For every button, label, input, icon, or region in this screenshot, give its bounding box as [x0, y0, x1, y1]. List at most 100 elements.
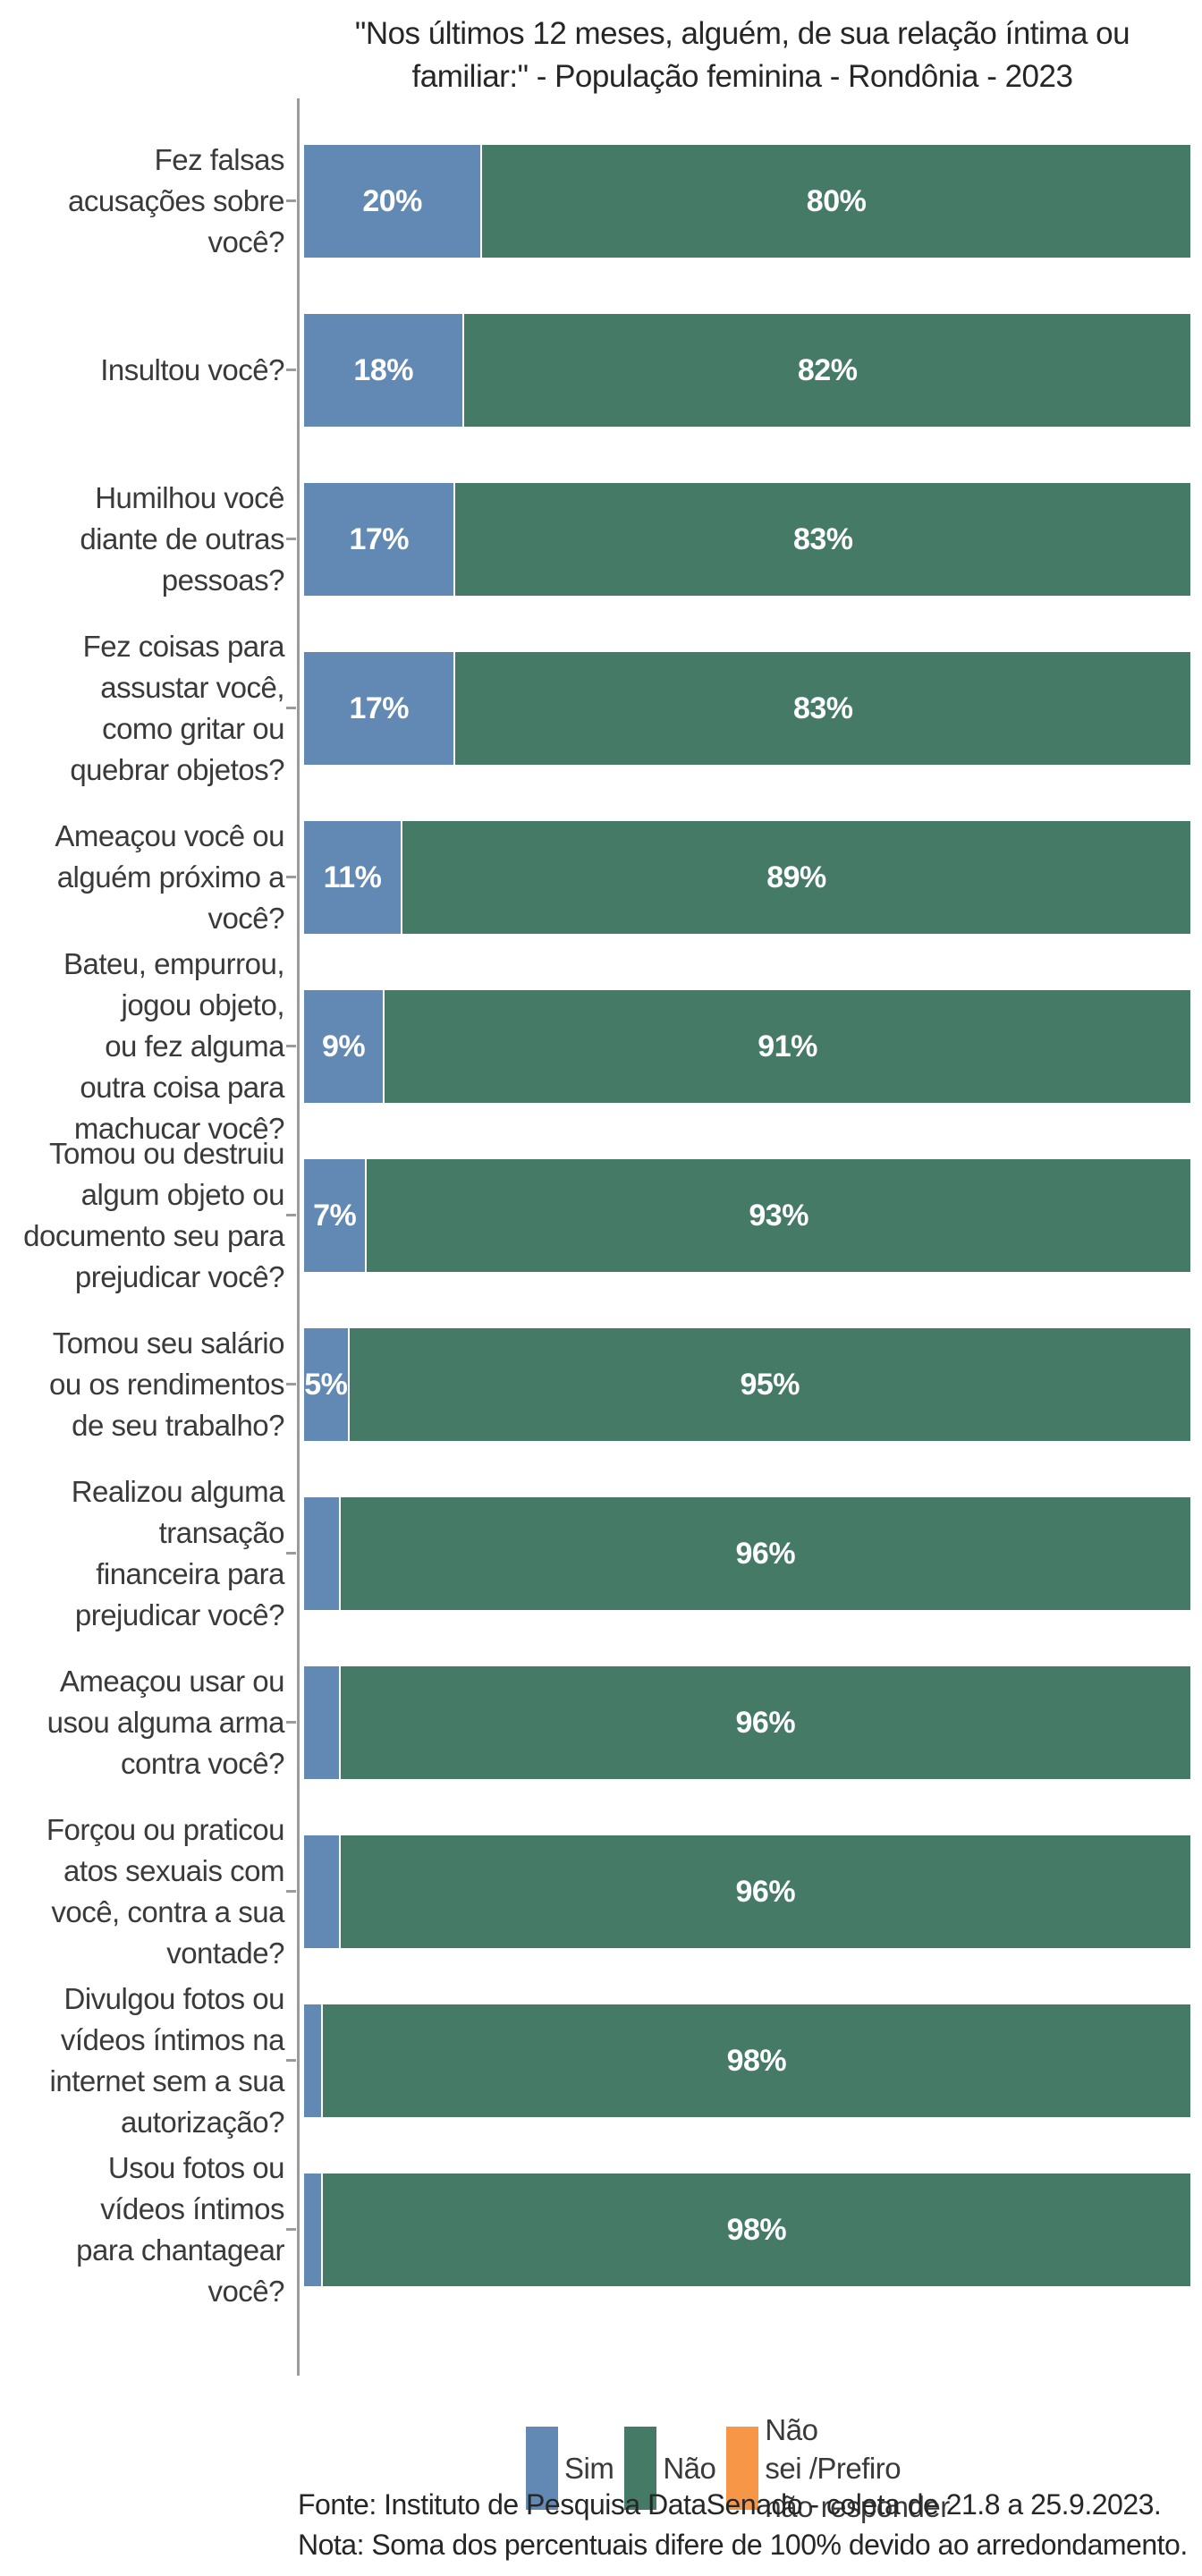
value-label-sim: 9% [322, 1029, 366, 1063]
bar-track: 96% [304, 1666, 1190, 1779]
category-label-line: Realizou alguma [71, 1475, 285, 1508]
footer: Fonte: Instituto de Pesquisa DataSenado … [298, 2485, 1188, 2565]
chart-row: Ameaçou usar ou usou alguma arma contra vo… [0, 1665, 1202, 1780]
category-label-line: você, contra a sua [51, 1895, 284, 1928]
category-label-line: você? [207, 902, 284, 935]
chart-title: "Nos últimos 12 meses, alguém, de sua re… [283, 13, 1202, 98]
chart-row: Fez falsas acusações sobre você? 20% 80% [0, 143, 1202, 258]
chart-row: Fez coisas para assustar você, como gritar… [0, 630, 1202, 786]
bar-segment-nao: 96% [340, 1497, 1190, 1610]
category-label-line: ou fez alguma [105, 1030, 284, 1063]
bar-segment-nao: 83% [455, 483, 1190, 596]
category-label-line: prejudicar você? [74, 1260, 285, 1293]
value-label-nao: 83% [792, 691, 853, 725]
category-tick [286, 369, 296, 371]
category-label: Divulgou fotos ou vídeos íntimos na intern… [0, 1979, 285, 2143]
category-label-line: você? [207, 225, 284, 258]
value-label-nao: 98% [726, 2212, 787, 2247]
category-tick [286, 1045, 296, 1047]
bar-track: 96% [304, 1497, 1190, 1610]
category-label-line: Ameaçou usar ou [59, 1665, 285, 1698]
category-label-line: assustar você, [100, 671, 284, 704]
bar-track: 96% [304, 1835, 1190, 1948]
bar-segment-nao: 91% [385, 990, 1190, 1103]
legend-label-line: Sim [564, 2452, 614, 2485]
legend-label: Sim [564, 2449, 614, 2487]
category-label-line: quebrar objetos? [70, 753, 284, 786]
category-tick [286, 1890, 296, 1893]
category-label-line: Bateu, empurrou, [63, 947, 284, 980]
value-label-nao: 89% [766, 860, 826, 894]
chart-row: Forçou ou praticou atos sexuais com você, … [0, 1813, 1202, 1970]
bar-track: 98% [304, 2174, 1190, 2286]
category-tick [286, 2228, 296, 2231]
category-label: Insultou você? [0, 350, 284, 391]
value-label-sim: 5% [304, 1367, 348, 1402]
category-label-line: Fez falsas [154, 143, 285, 176]
value-label-nao: 82% [797, 352, 858, 387]
category-label-line: Ameaçou você ou [55, 819, 284, 852]
bar-track: 18% 82% [304, 314, 1190, 427]
value-label-nao: 93% [749, 1198, 808, 1233]
category-label: Forçou ou praticou atos sexuais com você, … [0, 1809, 285, 1974]
category-label: Tomou ou destruiu algum objeto ou document… [0, 1133, 284, 1298]
legend-label-line: Não [765, 2413, 818, 2446]
category-tick [286, 1383, 296, 1385]
category-tick [286, 199, 296, 202]
category-label: Ameaçou usar ou usou alguma arma contra vo… [0, 1661, 285, 1784]
category-label-line: para chantagear [76, 2233, 284, 2267]
chart-title-line1: "Nos últimos 12 meses, alguém, de sua re… [354, 16, 1130, 51]
category-label-line: Tomou ou destruiu [49, 1137, 285, 1170]
category-tick [286, 538, 296, 540]
bar-segment-sim: 17% [304, 652, 454, 765]
category-label-line: alguém próximo a [56, 860, 285, 894]
bar-segment-nao: 95% [349, 1328, 1190, 1441]
legend-label-line: Não [663, 2452, 716, 2485]
bar-segment-sim [304, 2004, 321, 2117]
bar-segment-sim: 5% [304, 1328, 348, 1441]
legend-label-line: não responder [765, 2490, 950, 2523]
y-axis-line [297, 98, 300, 2376]
category-label: Usou fotos ou vídeos íntimos para chantage… [0, 2148, 284, 2312]
legend: Sim Não Não sei /Prefiro não responder [526, 2411, 954, 2526]
value-label-nao: 96% [735, 1874, 796, 1909]
bar-track: 9% 91% [304, 990, 1190, 1103]
chart-row: Usou fotos ou vídeos íntimos para chantage… [0, 2151, 1202, 2308]
category-label: Fez falsas acusações sobre você? [0, 140, 284, 263]
category-label-line: contra você? [121, 1747, 284, 1780]
category-label-line: atos sexuais com [63, 1854, 284, 1887]
category-label-line: diante de outras [80, 522, 284, 555]
bar-segment-nao: 96% [340, 1835, 1190, 1948]
chart-row: Realizou alguma transação financeira para p… [0, 1475, 1202, 1631]
bar-segment-nao: 98% [322, 2174, 1190, 2286]
bar-segment-sim [304, 1666, 339, 1779]
category-tick [286, 1214, 296, 1216]
bar-segment-sim [304, 2174, 321, 2286]
value-label-nao: 83% [792, 521, 853, 556]
legend-swatch-sim [526, 2427, 558, 2510]
value-label-nao: 96% [735, 1536, 796, 1571]
value-label-sim: 11% [323, 860, 382, 894]
value-label-sim: 18% [353, 352, 413, 387]
legend-label: Não sei /Prefiro não responder [765, 2411, 950, 2526]
bar-track: 98% [304, 2004, 1190, 2117]
chart-row: Insultou você? 18% 82% [0, 314, 1202, 427]
category-label-line: Fez coisas para [82, 630, 285, 663]
footer-note: Nota: Soma dos percentuais difere de 100… [298, 2529, 1188, 2561]
bar-segment-sim [304, 1497, 339, 1610]
category-label-line: usou alguma arma [47, 1706, 285, 1739]
bar-segment-sim: 18% [304, 314, 463, 427]
bar-segment-nao: 82% [464, 314, 1190, 427]
category-tick [286, 876, 296, 878]
category-label-line: transação [158, 1516, 285, 1549]
footer-source: Fonte: Instituto de Pesquisa DataSenado … [298, 2488, 1162, 2521]
category-label-line: vídeos íntimos na [60, 2023, 285, 2056]
category-label-line: de seu trabalho? [72, 1409, 284, 1442]
category-label: Bateu, empurrou, jogou objeto, ou fez algu… [0, 944, 284, 1149]
chart-title-line2: familiar:" - População feminina - Rondôn… [411, 59, 1073, 94]
value-label-nao: 80% [806, 183, 867, 218]
chart-row: Tomou ou destruiu algum objeto ou document… [0, 1137, 1202, 1293]
category-label-line: pessoas? [161, 564, 285, 597]
category-label-line: Forçou ou praticou [46, 1813, 285, 1846]
